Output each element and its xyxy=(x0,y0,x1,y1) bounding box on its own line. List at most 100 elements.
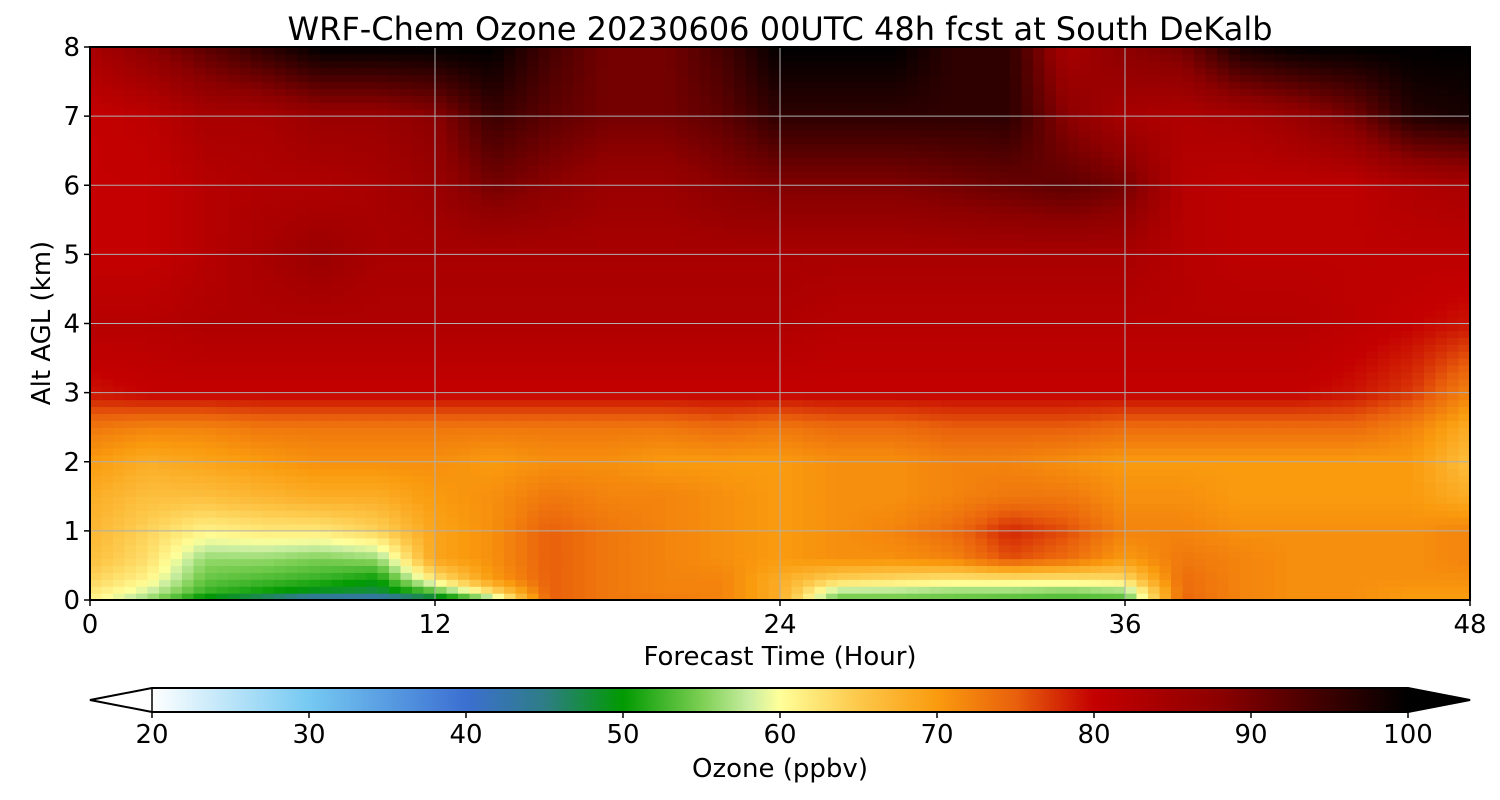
heatmap-cell xyxy=(147,572,160,580)
heatmap-cell xyxy=(619,579,632,587)
heatmap-cell xyxy=(998,482,1011,490)
heatmap-cell xyxy=(757,551,770,560)
heatmap-cell xyxy=(1401,551,1414,560)
heatmap-cell xyxy=(285,420,298,428)
heatmap-cell xyxy=(699,413,712,421)
heatmap-cell xyxy=(458,517,471,525)
heatmap-cell xyxy=(1010,413,1023,421)
heatmap-cell xyxy=(458,406,471,414)
heatmap-cell xyxy=(1447,530,1460,539)
heatmap-cell xyxy=(1401,392,1414,401)
heatmap-cell xyxy=(1182,496,1195,504)
heatmap-cell xyxy=(320,406,333,414)
heatmap-cell xyxy=(435,593,448,600)
heatmap-cell xyxy=(343,441,356,449)
heatmap-cell xyxy=(987,358,1000,366)
heatmap-cell xyxy=(849,510,862,518)
heatmap-cell xyxy=(458,385,471,394)
heatmap-cell xyxy=(895,558,908,567)
heatmap-cell xyxy=(607,358,620,366)
heatmap-cell xyxy=(1125,441,1138,449)
heatmap-cell xyxy=(1182,406,1195,414)
heatmap-cell xyxy=(952,378,965,387)
heatmap-cell xyxy=(929,572,942,580)
heatmap-cell xyxy=(239,427,252,435)
heatmap-cell xyxy=(607,323,620,332)
heatmap-cell xyxy=(1102,427,1115,435)
heatmap-cell xyxy=(734,413,747,421)
heatmap-cell xyxy=(366,316,379,325)
heatmap-cell xyxy=(1056,420,1069,428)
heatmap-cell xyxy=(1251,523,1264,532)
heatmap-cell xyxy=(941,586,954,594)
heatmap-cell xyxy=(412,558,425,567)
heatmap-cell xyxy=(297,323,310,332)
heatmap-cell xyxy=(239,447,252,456)
heatmap-cell xyxy=(998,537,1011,546)
heatmap-cell xyxy=(952,420,965,428)
heatmap-cell xyxy=(1021,371,1034,380)
heatmap-cell xyxy=(711,441,724,449)
heatmap-cell xyxy=(1159,399,1172,408)
heatmap-cell xyxy=(1217,413,1230,421)
heatmap-cell xyxy=(734,593,747,600)
heatmap-cell xyxy=(630,461,643,470)
heatmap-cell xyxy=(435,551,448,560)
heatmap-cell xyxy=(849,378,862,387)
heatmap-cell xyxy=(906,593,919,600)
heatmap-cell xyxy=(941,544,954,553)
heatmap-cell xyxy=(90,413,103,421)
heatmap-cell xyxy=(860,482,873,490)
heatmap-cell xyxy=(343,371,356,380)
heatmap-cell xyxy=(688,337,701,345)
heatmap-cell xyxy=(642,441,655,449)
heatmap-cell xyxy=(1171,454,1184,463)
heatmap-cell xyxy=(872,413,885,421)
heatmap-cell xyxy=(1182,482,1195,490)
heatmap-cell xyxy=(492,385,505,394)
heatmap-cell xyxy=(699,503,712,511)
heatmap-cell xyxy=(768,385,781,394)
heatmap-cell xyxy=(607,510,620,518)
heatmap-cell xyxy=(147,309,160,318)
heatmap-cell xyxy=(113,461,126,470)
heatmap-cell xyxy=(1447,523,1460,532)
heatmap-cell xyxy=(642,420,655,428)
heatmap-cell xyxy=(366,337,379,345)
heatmap-cell xyxy=(1125,392,1138,401)
heatmap-cell xyxy=(262,489,275,497)
heatmap-cell xyxy=(1343,558,1356,567)
heatmap-cell xyxy=(1401,447,1414,456)
heatmap-cell xyxy=(619,378,632,387)
heatmap-cell xyxy=(1102,434,1115,442)
heatmap-cell xyxy=(872,392,885,401)
heatmap-cell xyxy=(711,558,724,567)
heatmap-cell xyxy=(343,551,356,560)
heatmap-cell xyxy=(860,309,873,318)
heatmap-cell xyxy=(538,441,551,449)
heatmap-cell xyxy=(584,572,597,580)
heatmap-cell xyxy=(998,406,1011,414)
heatmap-cell xyxy=(1125,399,1138,408)
heatmap-cell xyxy=(1320,489,1333,497)
heatmap-cell xyxy=(331,413,344,421)
heatmap-cell xyxy=(1401,385,1414,394)
heatmap-cell xyxy=(1435,510,1448,518)
heatmap-cell xyxy=(1044,323,1057,332)
heatmap-cell xyxy=(987,399,1000,408)
heatmap-cell xyxy=(331,399,344,408)
heatmap-cell xyxy=(596,427,609,435)
heatmap-cell xyxy=(412,475,425,484)
heatmap-cell xyxy=(573,406,586,414)
heatmap-cell xyxy=(136,523,149,532)
heatmap-cell xyxy=(1194,323,1207,332)
heatmap-cell xyxy=(331,586,344,594)
heatmap-cell xyxy=(596,482,609,490)
heatmap-cell xyxy=(262,510,275,518)
heatmap-cell xyxy=(929,482,942,490)
heatmap-cell xyxy=(803,434,816,442)
heatmap-cell xyxy=(734,406,747,414)
heatmap-cell xyxy=(1320,378,1333,387)
heatmap-cell xyxy=(113,593,126,600)
heatmap-cell xyxy=(343,434,356,442)
